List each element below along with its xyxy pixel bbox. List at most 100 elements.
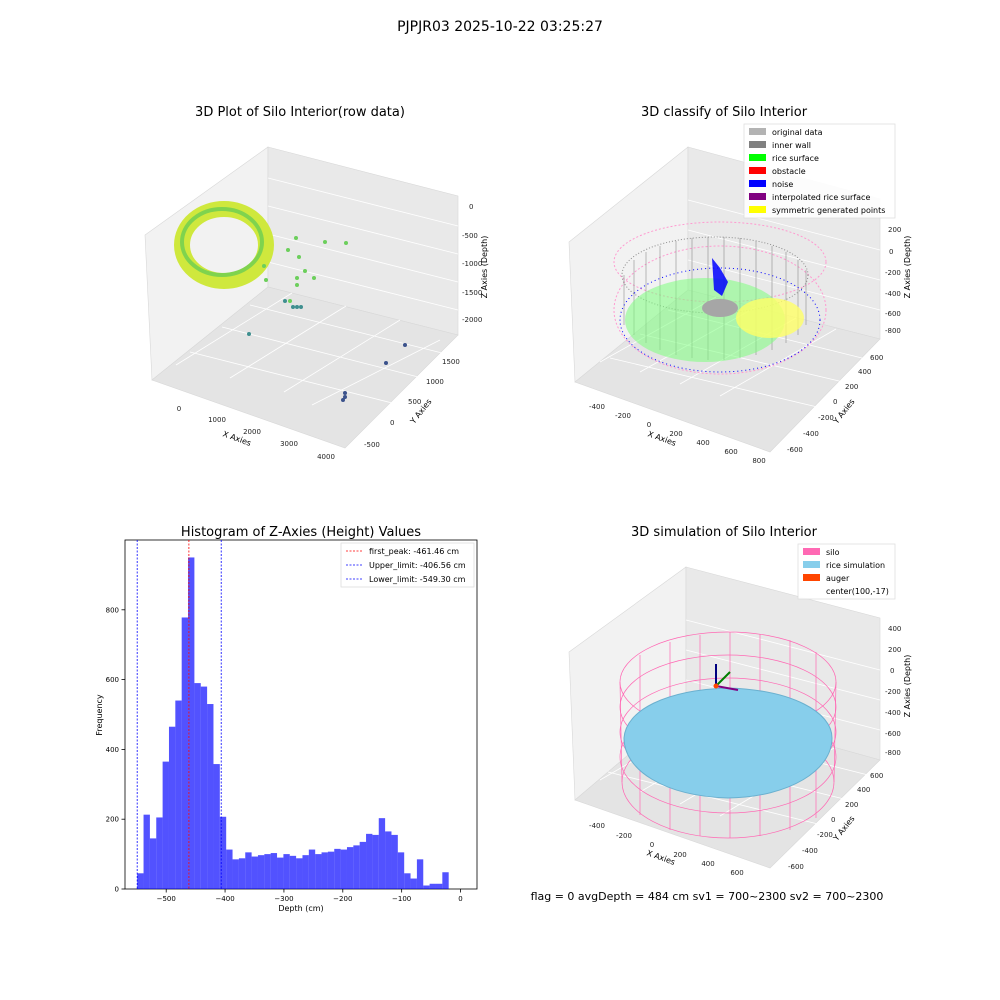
simulation-chart-title: 3D simulation of Silo Interior (631, 525, 818, 540)
histogram-bar (181, 617, 189, 889)
simulation-z-tick: -400 (885, 709, 901, 717)
classify-z-tick: -400 (885, 290, 901, 298)
histogram-bar (378, 818, 386, 889)
raw-y-tick: 1000 (426, 378, 444, 386)
legend-swatch-obstacle (749, 167, 766, 174)
histogram-reference-lines (136, 540, 222, 889)
raw-z-tick: -2000 (462, 316, 482, 324)
histogram-bar (270, 853, 278, 889)
histogram-bars (137, 557, 449, 889)
legend-swatch-symmetric-generated-points (749, 206, 766, 213)
histogram-bar (232, 859, 239, 889)
histogram-bar (143, 814, 150, 889)
simulation-z-tick: -800 (885, 749, 901, 757)
raw-z-tick: -1500 (462, 289, 482, 297)
panel-simulation: 3D simulation of Silo Interior (568, 525, 912, 877)
histogram-y-tick-label: 400 (106, 746, 119, 754)
legend-swatch-noise (749, 180, 766, 187)
histogram-y-tick-label: 200 (106, 816, 119, 824)
legend-label-lower-limit: Lower_limit: -549.30 cm (369, 575, 466, 584)
status-footer: flag = 0 avgDepth = 484 cm sv1 = 700~230… (531, 890, 884, 903)
histogram-x-label: Depth (cm) (278, 904, 323, 913)
histogram-y-tick-label: 0 (115, 886, 119, 894)
classify-symmetric-outline (613, 245, 827, 375)
figure-suptitle: PJPJR03 2025-10-22 03:25:27 (397, 19, 603, 35)
classify-x-tick: 200 (669, 430, 682, 438)
classify-chart-title: 3D classify of Silo Interior (641, 105, 808, 120)
simulation-auger (713, 664, 739, 691)
histogram-bar (251, 856, 258, 889)
simulation-x-tick: 200 (673, 851, 686, 859)
histogram-y-tick-label: 600 (106, 676, 119, 684)
classify-x-tick: 800 (752, 457, 765, 465)
histogram-bar (346, 847, 354, 889)
auger-axis-x (715, 685, 739, 691)
raw-x-tick: 0 (177, 405, 181, 413)
legend-label-rice-simulation: rice simulation (826, 561, 885, 570)
histogram-bar (353, 845, 360, 889)
legend-label-rice-surface: rice surface (772, 154, 819, 163)
raw-z-tick: -1000 (462, 260, 482, 268)
legend-swatch-silo (803, 548, 820, 555)
raw-y-tick: 500 (408, 398, 421, 406)
classify-y-tick: 600 (870, 354, 883, 362)
classify-z-tick: 200 (888, 226, 901, 234)
simulation-y-tick: -600 (788, 863, 804, 871)
classify-x-tick: -200 (615, 412, 631, 420)
raw-y-tick: 0 (390, 419, 394, 427)
histogram-bar (194, 683, 201, 889)
histogram-x-ticks: −500 −400 −300 −200 −100 0 (157, 889, 463, 903)
panel-raw-data: 3D Plot of Silo Interior(row data) (144, 105, 489, 461)
histogram-y-ticks: 0 200 400 600 800 (106, 606, 125, 894)
classify-y-tick: -600 (787, 446, 803, 454)
histogram-title: Histogram of Z-Axies (Height) Values (181, 525, 421, 540)
simulation-z-tick: 400 (888, 625, 901, 633)
histogram-bar (168, 726, 176, 889)
classify-x-tick: 600 (724, 448, 737, 456)
histogram-bar (283, 854, 290, 889)
simulation-x-tick: 0 (650, 841, 654, 849)
histogram-bar (226, 849, 233, 889)
legend-label-upper-limit: Upper_limit: -406.56 cm (369, 561, 466, 570)
histogram-bar (410, 878, 417, 889)
classify-x-tick: -400 (589, 403, 605, 411)
raw-z-tick: 0 (469, 203, 473, 211)
histogram-bar (207, 704, 214, 889)
classify-point-cloud (613, 221, 827, 375)
legend-label-auger: auger (826, 574, 850, 583)
auger-point (713, 683, 719, 689)
classify-x-tick: 0 (647, 421, 651, 429)
classify-original-data-core (702, 299, 738, 317)
histogram-bar (429, 883, 436, 889)
raw-y-tick: 1500 (442, 358, 460, 366)
classify-y-tick: 200 (845, 383, 858, 391)
raw-scatter-points (174, 201, 407, 402)
classify-z-label: Z Axies (Depth) (903, 236, 912, 299)
classify-noise-plume (712, 258, 728, 296)
simulation-x-label: X Axies (645, 848, 676, 867)
histogram-bar (315, 854, 322, 889)
legend-label-inner-wall: inner wall (772, 141, 811, 150)
classify-legend: original data inner wall rice surface ob… (743, 123, 896, 219)
histogram-x-tick-label: −400 (215, 895, 234, 903)
histogram-bar (302, 855, 309, 889)
classify-rice-surface (625, 278, 785, 362)
raw-y-tick: -500 (364, 441, 380, 449)
simulation-x-tick: 600 (730, 869, 743, 877)
classify-z-tick: -800 (885, 327, 901, 335)
simulation-y-tick: 0 (831, 816, 835, 824)
histogram-bar (219, 816, 227, 889)
raw-3d-panes (144, 146, 459, 449)
histogram-bar (289, 855, 297, 889)
legend-label-silo: silo (826, 548, 840, 557)
raw-dense-ring-inner (180, 207, 264, 277)
histogram-bar (397, 852, 405, 889)
histogram-bar (321, 852, 328, 889)
histogram-bar (435, 883, 443, 889)
histogram-bar (137, 873, 144, 889)
histogram-bar (442, 872, 449, 889)
histogram-legend: first_peak: -461.46 cm Upper_limit: -406… (340, 542, 475, 588)
simulation-x-tick: -200 (616, 832, 632, 840)
panel-histogram: Histogram of Z-Axies (Height) Values −50… (95, 525, 478, 913)
